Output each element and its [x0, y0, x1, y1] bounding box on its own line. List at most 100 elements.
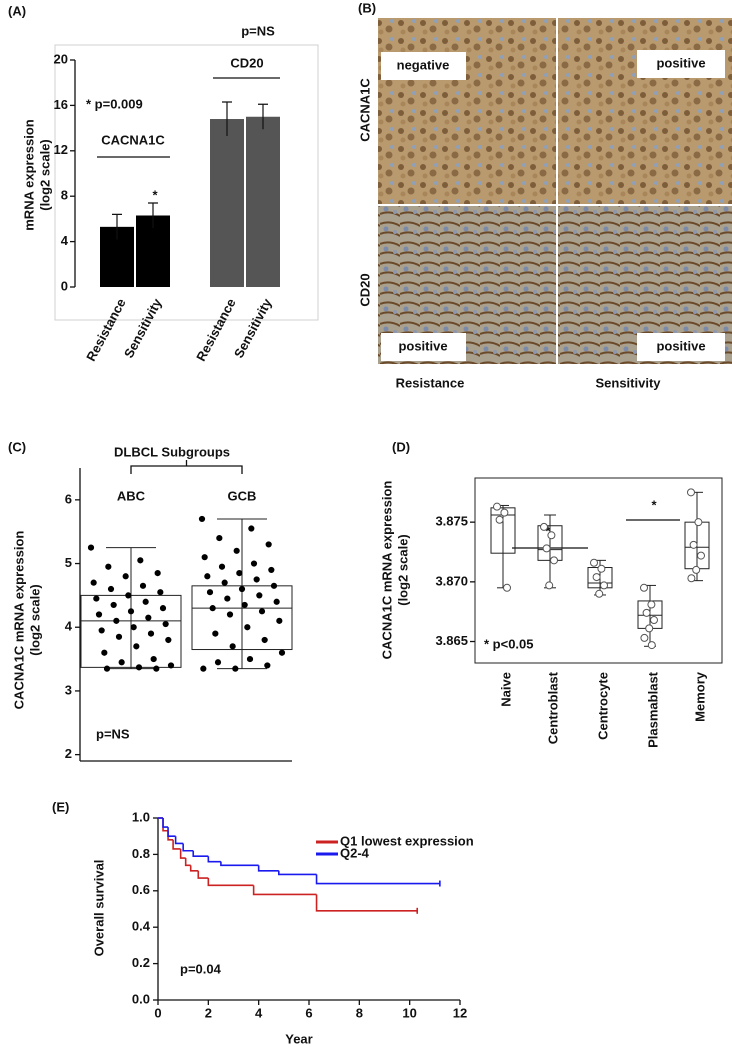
data-point: [105, 563, 112, 570]
data-point: [276, 617, 283, 624]
data-point: [241, 601, 248, 609]
data-point: [110, 601, 117, 609]
data-point: [232, 665, 239, 672]
group-label: CACNA1C: [101, 132, 165, 147]
data-point: [200, 665, 207, 672]
data-point: [261, 636, 268, 644]
data-point: [122, 573, 129, 580]
x-tick-label: Centroblast: [545, 671, 560, 744]
data-point: [214, 659, 222, 666]
survival-step: [179, 848, 186, 859]
x-tick-label: 12: [453, 1005, 467, 1020]
data-point: [98, 627, 105, 634]
y-tick-label: 0.6: [132, 882, 150, 897]
survival-step: [207, 878, 254, 887]
data-point: [258, 608, 266, 615]
legend-label: Q1 lowest expression: [340, 833, 474, 848]
error-bar: [148, 202, 158, 228]
data-point: [107, 585, 115, 593]
data-point: [233, 547, 240, 554]
data-point: [256, 592, 263, 599]
survival-step: [315, 874, 440, 885]
y-tick-label: 3.865: [435, 633, 468, 648]
data-point: [159, 605, 167, 612]
y-tick-label: 4: [65, 619, 73, 634]
survival-step: [182, 843, 194, 852]
survival-step: [174, 836, 184, 845]
data-point: [154, 569, 161, 577]
column-label: Sensitivity: [595, 375, 661, 390]
data-point: [162, 620, 169, 628]
y-tick-label: 20: [54, 51, 68, 66]
survival-step: [167, 827, 176, 837]
y-axis-label: (log2 scale): [37, 139, 52, 211]
column-label: Resistance: [396, 375, 465, 390]
data-point: [547, 531, 556, 540]
data-point: [542, 544, 551, 553]
data-point: [236, 569, 243, 577]
annotation: *: [651, 497, 657, 512]
data-point: [270, 582, 278, 589]
tile-label: negative: [397, 57, 450, 72]
data-point: [201, 554, 208, 561]
data-point: [224, 595, 231, 602]
data-point: [600, 581, 608, 590]
panel-b: (B) negative positive positive positive …: [357, 0, 732, 390]
annotation: p=0.04: [180, 961, 222, 976]
panel-label: (B): [358, 0, 376, 15]
y-axis-label: CACNA1C mRNA expression: [11, 531, 26, 710]
x-tick-label: 0: [154, 1005, 161, 1020]
group-label: CD20: [230, 55, 263, 70]
data-point: [503, 583, 511, 592]
data-point: [90, 579, 97, 586]
data-point: [540, 522, 548, 531]
tile-label: positive: [656, 338, 705, 353]
data-point: [244, 624, 251, 631]
data-point: [137, 557, 144, 564]
survival-step: [207, 856, 221, 863]
data-point: [647, 600, 656, 609]
y-axis-label: Overall survival: [91, 860, 106, 957]
y-axis-label: (log2 scale): [395, 534, 410, 606]
data-point: [167, 662, 175, 669]
x-tick-label: Plasmablast: [645, 671, 660, 748]
data-point: [212, 630, 219, 637]
x-tick-label: Naive: [498, 672, 513, 707]
data-point: [93, 595, 100, 602]
data-point: [493, 502, 501, 511]
data-point: [697, 551, 705, 560]
y-tick-label: 0.0: [132, 991, 150, 1006]
data-point: [246, 655, 254, 663]
data-point: [115, 633, 123, 640]
data-point: [226, 611, 234, 618]
data-point: [597, 564, 606, 573]
data-point: [133, 643, 140, 650]
data-point: [135, 664, 143, 671]
data-point: [216, 534, 223, 542]
y-tick-label: 3: [65, 682, 72, 697]
data-point: [204, 573, 211, 580]
survival-step: [197, 870, 209, 879]
data-point: [595, 589, 604, 598]
data-point: [640, 633, 649, 642]
data-point: [209, 605, 216, 612]
y-tick-label: 3.870: [435, 573, 468, 588]
y-tick-label: 0.2: [132, 955, 150, 970]
data-point: [687, 488, 695, 497]
annotation: p=NS: [241, 23, 275, 38]
data-point: [592, 573, 601, 582]
label-box: [381, 333, 466, 361]
panel-label: (D): [392, 439, 410, 454]
row-label: CACNA1C: [357, 78, 372, 142]
survival-step: [162, 818, 169, 828]
panel-label: (E): [52, 799, 69, 814]
annotation: * p<0.05: [484, 636, 534, 651]
tile-label: positive: [656, 55, 705, 70]
box: [191, 585, 293, 651]
data-point: [95, 611, 103, 618]
data-point: [157, 589, 164, 596]
data-point: [268, 566, 275, 574]
x-tick-label: 4: [255, 1005, 263, 1020]
data-point: [265, 541, 272, 548]
